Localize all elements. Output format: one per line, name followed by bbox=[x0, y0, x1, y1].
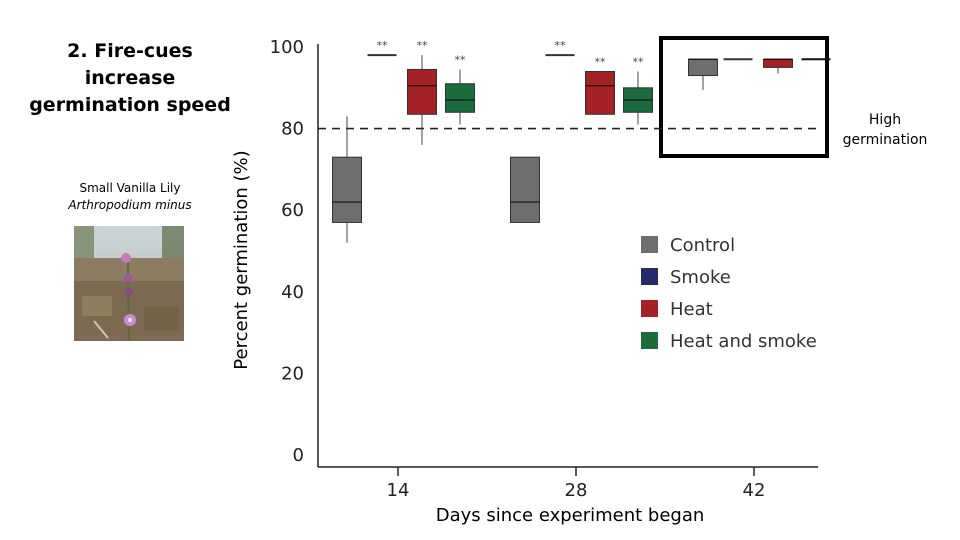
legend-label-heat: Heat bbox=[670, 299, 713, 320]
legend-label-control: Control bbox=[670, 235, 735, 256]
box-day28-heat-significance: ** bbox=[595, 55, 607, 68]
box-day42-control-iqr bbox=[688, 58, 718, 77]
y-tick-label-80: 80 bbox=[281, 119, 304, 140]
box-day28-heat-iqr bbox=[585, 70, 615, 115]
x-tick-label-42: 42 bbox=[743, 480, 766, 501]
y-tick-label-0: 0 bbox=[293, 445, 304, 466]
box-day14-heat-and-smoke-iqr bbox=[445, 83, 475, 113]
box-day28-control-iqr bbox=[510, 156, 540, 223]
box-day42-heat-iqr bbox=[763, 58, 793, 68]
title-line-2: germination speed bbox=[29, 94, 231, 116]
legend-label-heat-and-smoke: Heat and smoke bbox=[670, 331, 817, 352]
legend-swatch-control bbox=[641, 236, 658, 253]
legend-swatch-smoke bbox=[641, 268, 658, 285]
box-day28-heat: ** bbox=[585, 55, 615, 115]
box-day14-control-iqr bbox=[332, 156, 362, 223]
box-day28-smoke-significance: ** bbox=[555, 39, 567, 52]
box-day42-control bbox=[688, 58, 718, 90]
box-day14-heat-and-smoke: ** bbox=[445, 53, 475, 125]
box-day28-heat-and-smoke: ** bbox=[623, 55, 653, 125]
box-day14-heat-and-smoke-significance: ** bbox=[455, 53, 467, 66]
y-tick-label-20: 20 bbox=[281, 363, 304, 384]
legend-label-smoke: Smoke bbox=[670, 267, 731, 288]
box-day28-smoke: ** bbox=[545, 39, 575, 57]
x-tick-label-28: 28 bbox=[565, 480, 588, 501]
title-line-1: 2. Fire-cues increase bbox=[67, 40, 193, 89]
box-day14-smoke-significance: ** bbox=[377, 39, 389, 52]
y-axis-label: Percent germination (%) bbox=[231, 150, 252, 370]
species-latin-name: Arthropodium minus bbox=[68, 198, 192, 212]
box-day14-heat-iqr bbox=[407, 68, 437, 115]
high-germination-label: High germination bbox=[830, 110, 940, 150]
species-caption: Small Vanilla Lily Arthropodium minus bbox=[50, 180, 210, 214]
chart-legend: Control Smoke Heat Heat and smoke bbox=[641, 235, 817, 352]
box-day28-control bbox=[510, 156, 540, 223]
slide-title: 2. Fire-cues increase germination speed bbox=[20, 38, 240, 119]
y-tick-label-40: 40 bbox=[281, 282, 304, 303]
x-axis-label: Days since experiment began bbox=[435, 505, 705, 526]
legend-swatch-heat bbox=[641, 300, 658, 317]
box-day14-smoke: ** bbox=[367, 39, 397, 57]
legend-swatch-heat-and-smoke bbox=[641, 332, 658, 349]
box-day14-heat: ** bbox=[407, 39, 437, 145]
y-tick-label-100: 100 bbox=[270, 37, 304, 58]
high-germination-label-line-2: germination bbox=[842, 132, 928, 148]
box-day14-heat-significance: ** bbox=[417, 39, 429, 52]
box-day42-heat bbox=[763, 58, 793, 74]
species-common-name: Small Vanilla Lily bbox=[79, 181, 181, 195]
high-germination-box bbox=[659, 36, 829, 158]
y-tick-label-60: 60 bbox=[281, 200, 304, 221]
high-germination-label-line-1: High bbox=[868, 112, 902, 128]
box-day14-control bbox=[332, 116, 362, 243]
box-day28-heat-and-smoke-significance: ** bbox=[633, 55, 645, 68]
x-tick-label-14: 14 bbox=[387, 480, 410, 501]
vanilla-lily-photo bbox=[74, 226, 184, 341]
